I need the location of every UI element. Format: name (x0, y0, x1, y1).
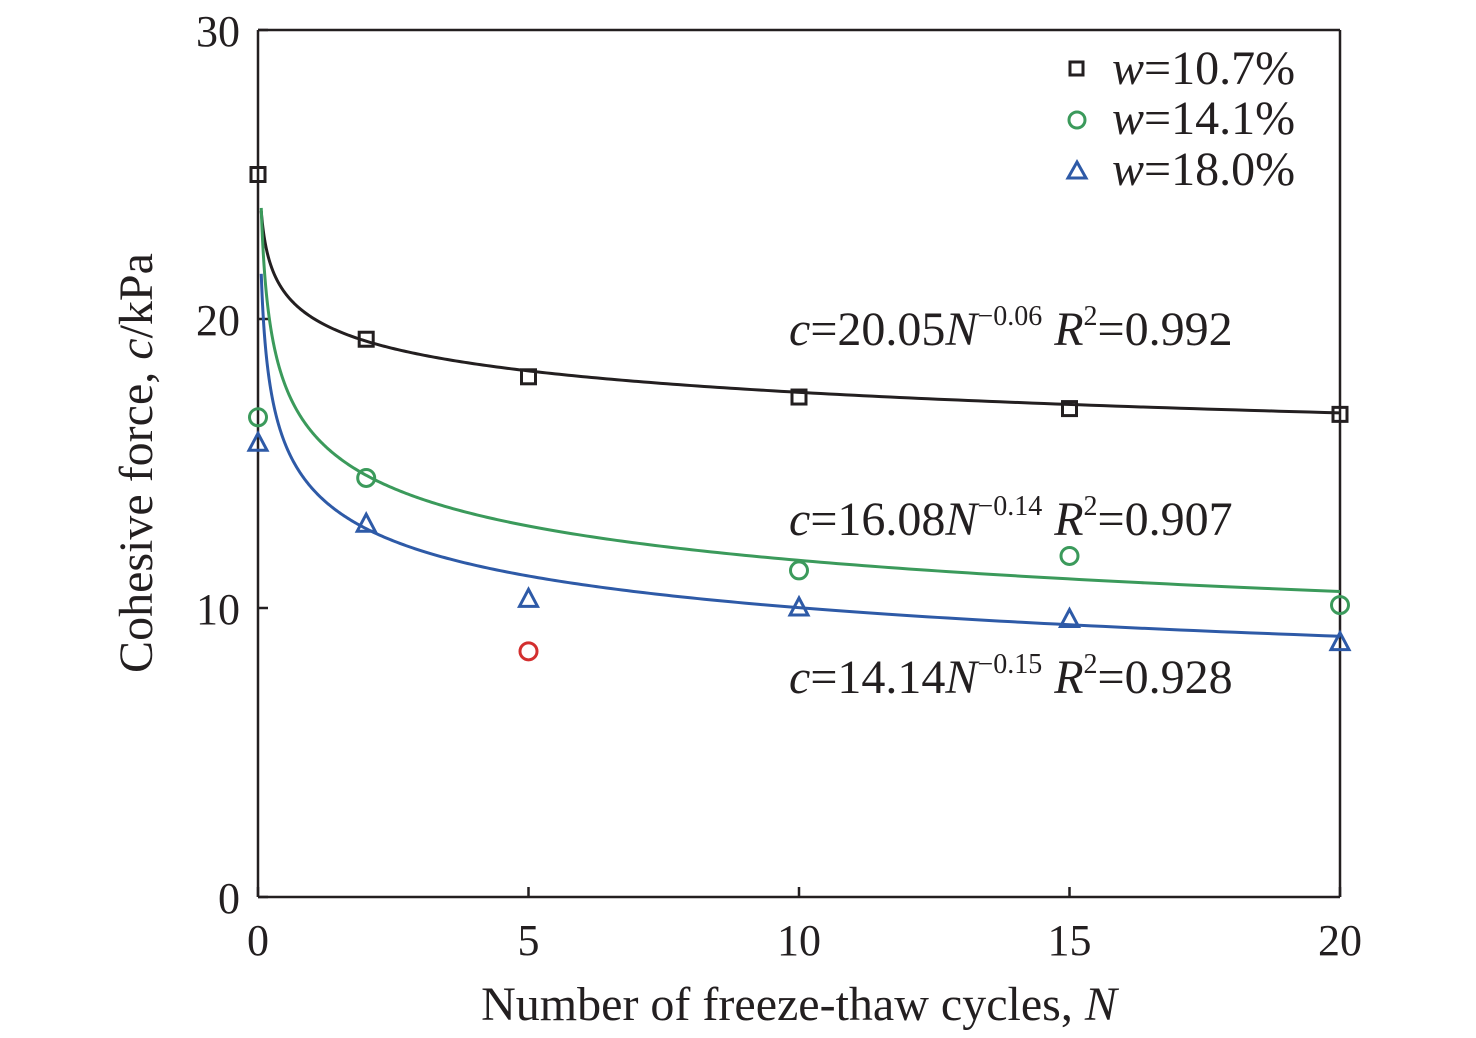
fit-curve-series-2 (259, 207, 1341, 593)
data-point-series-1 (520, 368, 537, 386)
y-tick-label: 0 (218, 874, 240, 923)
data-point-series-2 (356, 467, 377, 488)
equation-w141: c=16.08N−0.14 R2=0.907 (789, 491, 1233, 546)
legend-label-w141: w=14.1% (1112, 92, 1295, 145)
x-tick-label: 20 (1318, 916, 1362, 965)
legend-label-w180: w=18.0% (1112, 143, 1295, 196)
x-ticks: 0 5 10 15 20 (247, 887, 1362, 965)
data-markers (246, 166, 1352, 662)
data-point-series-3 (246, 430, 270, 452)
x-tick-label: 15 (1048, 916, 1092, 965)
data-point-series-3 (787, 594, 811, 617)
data-point-series-1 (249, 166, 267, 183)
data-point-series-2 (789, 560, 809, 581)
data-point-series-3 (354, 510, 378, 533)
equation-w180: c=14.14N−0.15 R2=0.928 (789, 649, 1233, 704)
legend-label-w107: w=10.7% (1112, 42, 1295, 95)
data-point-series-1 (357, 330, 375, 348)
y-axis-title: Cohesive force, c/kPa (110, 253, 163, 673)
data-point-series-1 (1331, 405, 1349, 423)
data-point-series-1 (790, 388, 808, 406)
data-point-series-2 (248, 407, 268, 428)
legend-square-icon (1068, 60, 1085, 77)
x-tick-label: 10 (777, 916, 821, 965)
data-point-series-2 (1059, 545, 1080, 566)
y-tick-label: 30 (196, 7, 240, 56)
x-tick-label: 0 (247, 916, 269, 965)
y-ticks: 0 10 20 30 (196, 7, 268, 923)
data-point-series-3 (1058, 606, 1081, 629)
equation-w107: c=20.05N−0.06 R2=0.992 (789, 301, 1233, 356)
x-tick-label: 5 (518, 916, 540, 965)
x-axis-title: Number of freeze-thaw cycles, N (481, 978, 1120, 1031)
y-tick-label: 20 (196, 296, 240, 345)
y-tick-label: 10 (196, 585, 240, 634)
axes (256, 28, 1342, 899)
outlier-point (518, 641, 539, 662)
legend-circle-icon (1067, 110, 1087, 130)
fit-curve-series-3 (259, 273, 1341, 638)
fit-curve-series-1 (259, 210, 1341, 415)
data-point-series-3 (517, 586, 540, 608)
data-point-series-3 (1328, 629, 1352, 652)
data-point-series-2 (1330, 595, 1350, 616)
legend: w=10.7% w=14.1% w=18.0% (1065, 42, 1295, 196)
fit-curves (259, 207, 1341, 638)
fit-equations: c=20.05N−0.06 R2=0.992 c=16.08N−0.14 R2=0.… (789, 301, 1233, 704)
data-point-series-1 (1061, 400, 1078, 418)
legend-triangle-icon (1065, 158, 1089, 180)
